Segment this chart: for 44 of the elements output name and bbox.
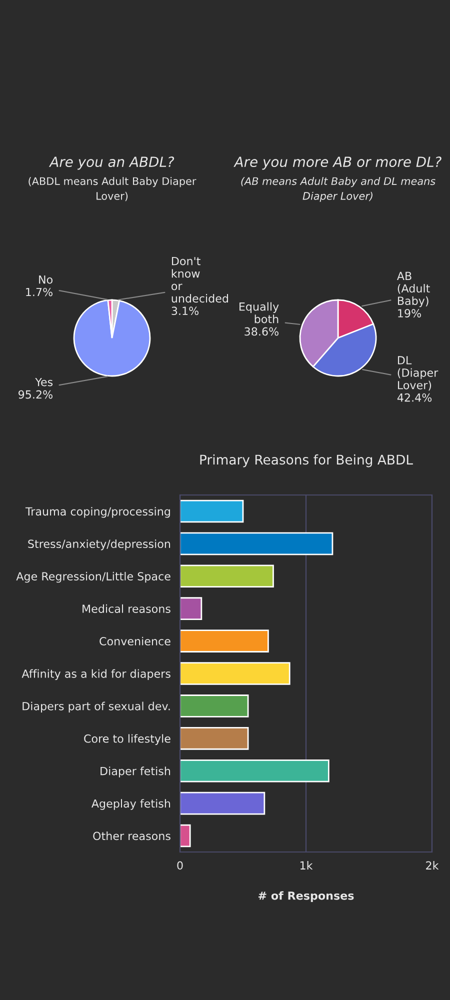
bar [180,597,202,620]
bar [180,694,249,718]
y-tick-label: Diapers part of sexual dev. [22,702,170,712]
bar [180,500,244,523]
chart-title: Are you more AB or more DL? [234,156,442,170]
data-label: 19% [398,309,421,318]
slice-label: DL (Diaper Lover) [398,356,438,391]
slice-label: Don't know or undecided [172,257,228,303]
bar [180,759,330,782]
slice-label: Equally both [240,302,279,324]
y-tick-label: Diaper fetish [100,766,170,778]
x-tick-label: 1k [300,861,313,870]
chart-title: Are you an ABDL? [48,156,174,170]
chart-subtitle: (AB means Adult Baby and DL means Diaper Lover) [241,177,436,202]
bar [180,532,334,556]
x-axis-title: # of Responses [258,891,354,902]
y-tick-label: Affinity as a kid for diapers [22,669,170,680]
bar [180,824,191,848]
y-tick-label: Age Regression/Little Space [16,572,170,583]
data-label: 1.7% [26,288,52,296]
bar [180,564,274,588]
y-tick-label: Other reasons [93,832,170,840]
y-tick-label: Ageplay fetish [91,799,170,810]
bar [180,630,269,652]
x-tick-label: 2k [426,861,439,870]
data-label: 38.6% [244,327,278,336]
data-label: 3.1% [172,306,199,316]
y-tick-label: Core to lifestyle [84,734,170,745]
y-tick-label: Trauma coping/processing [25,507,170,518]
data-label: 95.2% [18,390,52,399]
bar [180,727,249,750]
pie-slice [73,300,151,377]
slice-label: No [39,276,52,284]
x-tick-label: 0 [177,861,183,870]
bar [180,662,290,685]
data-label: 42.4% [397,393,432,402]
y-tick-label: Medical reasons [82,604,170,613]
y-tick-label: Stress/anxiety/depression [28,539,170,550]
chart-subtitle: (ABDL means Adult Baby Diaper Lover) [28,177,196,202]
slice-label: AB (Adult Baby) [396,272,430,308]
slice-label: Yes [35,378,53,386]
chart-title: Primary Reasons for Being ABDL [200,454,413,468]
bar [180,792,266,815]
y-tick-label: Convenience [100,636,170,646]
